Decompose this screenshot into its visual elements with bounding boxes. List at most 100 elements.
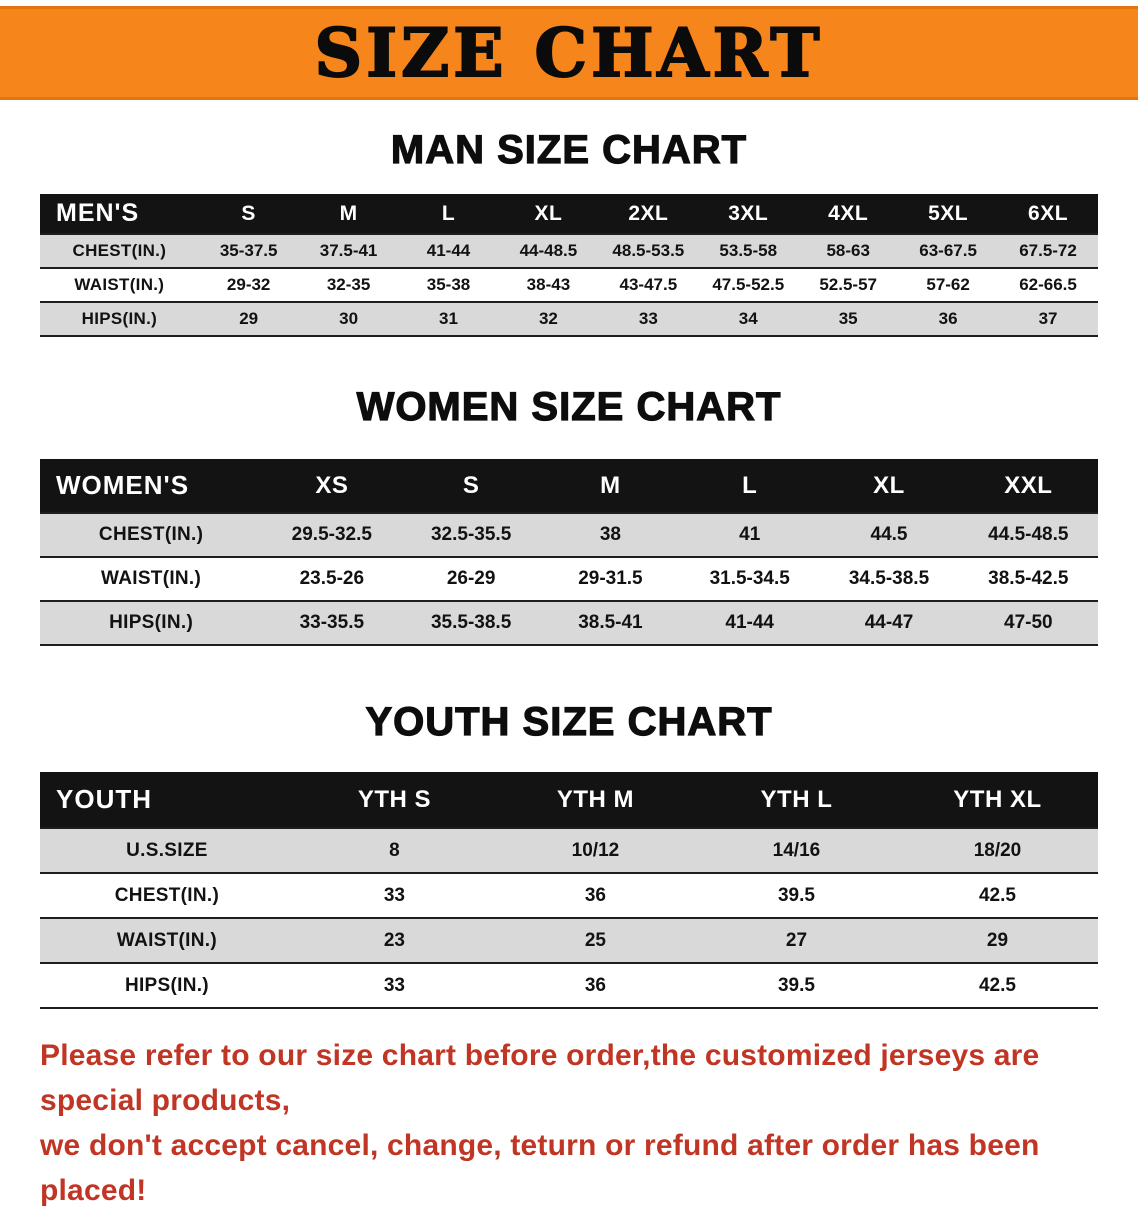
size-value-cell: 48.5-53.5	[598, 233, 699, 268]
size-value-cell: 57-62	[898, 267, 999, 302]
size-value-cell: 30	[298, 301, 399, 337]
measurement-row: HIPS(IN.) 29 30 31 32 33 34 35 36 37	[40, 301, 1098, 337]
row-label: WAIST(IN.)	[40, 556, 263, 601]
size-value-cell: 35	[798, 301, 899, 337]
size-value-cell: 62-66.5	[998, 267, 1098, 302]
men-size-section: MAN SIZE CHART MEN'S S M L XL 2XL 3XL 4XL 5XL 6XL…	[0, 126, 1138, 337]
women-size-table: WOMEN'S XS S M L XL XXL CHEST(IN.) 29.5-32.5 32.5…	[40, 459, 1098, 646]
measurement-row: WAIST(IN.) 23.5-26 26-29 29-31.5 31.5-34.5 34…	[40, 556, 1098, 601]
size-value-cell: 38.5-41	[540, 600, 681, 646]
size-column-header: L	[680, 459, 820, 513]
size-column-header: XS	[262, 459, 402, 513]
size-value-cell: 29	[198, 301, 299, 337]
disclaimer-line-2: we don't accept cancel, change, teturn o…	[40, 1129, 1040, 1207]
size-chart-banner: SIZE CHART	[0, 6, 1138, 100]
men-size-table: MEN'S S M L XL 2XL 3XL 4XL 5XL 6XL CHEST(IN.) 35-37…	[40, 194, 1098, 337]
size-value-cell: 44.5-48.5	[958, 512, 1098, 557]
size-value-cell: 25	[494, 917, 696, 963]
measurement-row: CHEST(IN.) 33 36 39.5 42.5	[40, 872, 1098, 918]
size-column-header: 5XL	[898, 194, 999, 234]
size-value-cell: 39.5	[695, 872, 897, 918]
row-label: U.S.SIZE	[40, 827, 294, 873]
size-value-cell: 32.5-35.5	[401, 512, 541, 557]
size-value-cell: 47-50	[958, 600, 1098, 646]
measurement-row: CHEST(IN.) 29.5-32.5 32.5-35.5 38 41 44.5 44.5…	[40, 512, 1098, 557]
size-value-cell: 29-32	[198, 267, 299, 302]
size-value-cell: 36	[494, 872, 696, 918]
measurement-row: HIPS(IN.) 33 36 39.5 42.5	[40, 962, 1098, 1009]
size-value-cell: 42.5	[896, 962, 1098, 1009]
size-value-cell: 38	[540, 512, 681, 557]
size-value-cell: 67.5-72	[998, 233, 1098, 268]
size-column-header: 2XL	[598, 194, 699, 234]
page-title: SIZE CHART	[314, 14, 824, 92]
youth-size-table: YOUTH YTH S YTH M YTH L YTH XL U.S.SIZE 8 10/12…	[40, 772, 1098, 1009]
size-value-cell: 37	[998, 301, 1098, 337]
size-value-cell: 29-31.5	[540, 556, 681, 601]
size-column-header: YTH S	[293, 772, 495, 828]
table-header-row: YOUTH YTH S YTH M YTH L YTH XL	[40, 772, 1098, 828]
row-label: WAIST(IN.)	[40, 267, 199, 302]
size-value-cell: 27	[695, 917, 897, 963]
size-value-cell: 14/16	[695, 827, 897, 873]
youth-section-heading: YOUTH SIZE CHART	[365, 699, 773, 744]
size-column-header: M	[540, 459, 681, 513]
table-title-cell: YOUTH	[40, 772, 294, 828]
row-label: CHEST(IN.)	[40, 512, 263, 557]
row-label: HIPS(IN.)	[40, 301, 199, 337]
row-label: CHEST(IN.)	[40, 872, 294, 918]
size-column-header: YTH M	[494, 772, 696, 828]
size-column-header: XL	[819, 459, 959, 513]
size-value-cell: 44-48.5	[498, 233, 599, 268]
measurement-row: U.S.SIZE 8 10/12 14/16 18/20	[40, 827, 1098, 873]
size-value-cell: 32	[498, 301, 599, 337]
size-value-cell: 10/12	[494, 827, 696, 873]
size-value-cell: 33	[293, 872, 495, 918]
size-value-cell: 41	[680, 512, 820, 557]
row-label: CHEST(IN.)	[40, 233, 199, 268]
size-value-cell: 58-63	[798, 233, 899, 268]
size-value-cell: 35-38	[398, 267, 499, 302]
size-value-cell: 8	[293, 827, 495, 873]
size-value-cell: 34.5-38.5	[819, 556, 959, 601]
youth-size-section: YOUTH SIZE CHART YOUTH YTH S YTH M YTH L YTH…	[0, 698, 1138, 1009]
measurement-row: WAIST(IN.) 23 25 27 29	[40, 917, 1098, 963]
men-section-heading: MAN SIZE CHART	[390, 127, 748, 172]
size-value-cell: 52.5-57	[798, 267, 899, 302]
table-header-row: MEN'S S M L XL 2XL 3XL 4XL 5XL 6XL	[40, 194, 1098, 234]
size-value-cell: 23	[293, 917, 495, 963]
size-column-header: YTH XL	[896, 772, 1098, 828]
size-column-header: 4XL	[798, 194, 899, 234]
size-column-header: S	[401, 459, 541, 513]
size-value-cell: 31.5-34.5	[680, 556, 820, 601]
size-column-header: XL	[498, 194, 599, 234]
size-value-cell: 33-35.5	[262, 600, 402, 646]
women-size-section: WOMEN SIZE CHART WOMEN'S XS S M L XL XXL CHEST(…	[0, 383, 1138, 646]
size-value-cell: 36	[494, 962, 696, 1009]
women-section-heading: WOMEN SIZE CHART	[356, 384, 782, 429]
size-value-cell: 29.5-32.5	[262, 512, 402, 557]
size-value-cell: 18/20	[896, 827, 1098, 873]
size-value-cell: 29	[896, 917, 1098, 963]
size-value-cell: 37.5-41	[298, 233, 399, 268]
measurement-row: WAIST(IN.) 29-32 32-35 35-38 38-43 43-47.5 47.…	[40, 267, 1098, 302]
table-header-row: WOMEN'S XS S M L XL XXL	[40, 459, 1098, 513]
size-value-cell: 34	[698, 301, 799, 337]
size-value-cell: 32-35	[298, 267, 399, 302]
size-value-cell: 38.5-42.5	[958, 556, 1098, 601]
disclaimer-note: Please refer to our size chart before or…	[40, 1033, 1102, 1213]
size-column-header: S	[198, 194, 299, 234]
size-value-cell: 38-43	[498, 267, 599, 302]
size-value-cell: 47.5-52.5	[698, 267, 799, 302]
row-label: WAIST(IN.)	[40, 917, 294, 963]
size-value-cell: 53.5-58	[698, 233, 799, 268]
size-column-header: YTH L	[695, 772, 897, 828]
size-value-cell: 44-47	[819, 600, 959, 646]
size-value-cell: 33	[293, 962, 495, 1009]
size-value-cell: 33	[598, 301, 699, 337]
row-label: HIPS(IN.)	[40, 600, 263, 646]
size-value-cell: 31	[398, 301, 499, 337]
size-value-cell: 43-47.5	[598, 267, 699, 302]
size-value-cell: 63-67.5	[898, 233, 999, 268]
row-label: HIPS(IN.)	[40, 962, 294, 1009]
